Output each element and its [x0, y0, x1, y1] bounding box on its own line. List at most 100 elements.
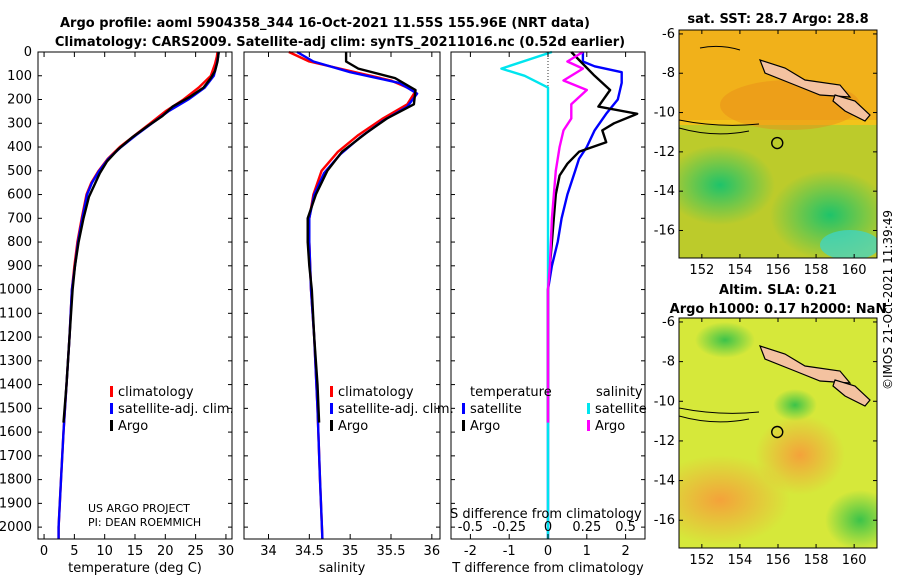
- legend-header-temperature: temperature: [470, 385, 552, 400]
- x-tick-label: 25: [187, 544, 204, 559]
- sla-map: [679, 318, 877, 548]
- sla-land: [758, 345, 852, 384]
- map-y-tick-label: -8: [662, 66, 675, 81]
- sla-map-title: Altim. SLA: 0.21: [719, 283, 837, 298]
- y-tick-label: 800: [7, 235, 32, 250]
- x-tick-label: -2: [464, 544, 477, 559]
- series-line-s-satellite: [500, 50, 553, 539]
- s-tick-label: 0.5: [615, 520, 636, 535]
- map-y-tick-label: -6: [662, 27, 675, 42]
- y-tick-label: 700: [7, 211, 32, 226]
- map-y-tick-label: -8: [662, 355, 675, 370]
- salinity-legend: climatology satellite-adj. clim. Argo: [330, 385, 454, 434]
- series-line-climatology: [57, 51, 219, 539]
- plot-frame: [243, 51, 441, 540]
- sla-low-patch: [695, 322, 755, 358]
- y-tick-label: 300: [7, 116, 32, 131]
- legend-swatch-satellite: [110, 403, 113, 414]
- salinity-panel: 34 34.5 35 35.5 36 salinity: [243, 50, 441, 576]
- x-tick-label: 5: [70, 544, 78, 559]
- legend-swatch-t-satellite: [462, 403, 465, 414]
- temperature-legend: climatology satellite-adj. clim. Argo: [110, 385, 234, 434]
- y-tick-label: 1500: [0, 401, 32, 416]
- sla-map-axes: 152 154 156 158 160 -6 -8 -10 -12 -14 -16: [654, 315, 878, 568]
- y-tick-label: 400: [7, 140, 32, 155]
- s-tick-label: 0: [544, 520, 552, 535]
- x-tick-label: 15: [127, 544, 144, 559]
- y-tick-label: 1900: [0, 496, 32, 511]
- map-y-tick-label: -6: [662, 315, 675, 330]
- y-tick-label: 1000: [0, 283, 32, 298]
- map-y-tick-label: -14: [654, 474, 675, 489]
- x-tick-label: 35.5: [377, 544, 406, 559]
- sst-cool-patch: [679, 145, 775, 225]
- series-line-argo: [62, 51, 220, 423]
- legend-label-satellite: satellite-adj. clim.: [338, 402, 454, 417]
- x-axis-label: T difference from climatology: [451, 561, 644, 576]
- x-tick-label: 0: [544, 544, 552, 559]
- x-tick-label: 34: [260, 544, 277, 559]
- footer-credit: ©IMOS 21-Oct-2021 11:39:49: [881, 210, 895, 390]
- sst-contour: [679, 45, 760, 135]
- legend-swatch-s-argo: [587, 420, 590, 431]
- y-tick-label: 0: [24, 45, 32, 60]
- map-x-tick-label: 158: [804, 553, 829, 568]
- y-tick-label: 1600: [0, 425, 32, 440]
- sst-cold-patch: [820, 230, 877, 258]
- y-tick-label: 200: [7, 93, 32, 108]
- map-y-tick-label: -10: [654, 106, 675, 121]
- x-axis-label: salinity: [319, 561, 366, 576]
- map-y-tick-label: -16: [654, 513, 675, 528]
- map-x-tick-label: 152: [689, 553, 714, 568]
- legend-label-s-satellite: satellite: [595, 402, 647, 417]
- map-x-tick-label: 156: [766, 553, 791, 568]
- sla-contour: [679, 407, 760, 423]
- y-tick-label: 500: [7, 164, 32, 179]
- y-tick-label: 100: [7, 69, 32, 84]
- map-x-tick-label: 156: [766, 263, 791, 278]
- x-tick-label: 10: [96, 544, 113, 559]
- figure-title: Argo profile: aoml 5904358_344 16-Oct-20…: [60, 16, 590, 31]
- y-tick-label: 1700: [0, 449, 32, 464]
- sla-low-patch: [773, 389, 817, 421]
- legend-label-t-satellite: satellite: [470, 402, 522, 417]
- y-tick-label: 1800: [0, 473, 32, 488]
- y-tick-label: 1200: [0, 330, 32, 345]
- sst-land: [832, 94, 871, 122]
- s-axis-label: S difference from climatology: [450, 507, 642, 522]
- map-y-tick-label: -12: [654, 145, 675, 160]
- series-line-argo: [306, 52, 417, 423]
- x-axis-label: temperature (deg C): [68, 561, 202, 576]
- legend-swatch-satellite: [330, 403, 333, 414]
- x-tick-label: 35: [342, 544, 359, 559]
- legend-header-salinity: salinity: [596, 385, 643, 400]
- legend-swatch-argo: [330, 420, 333, 431]
- profile-location-marker: [771, 136, 784, 150]
- series-line-satellite-adj-clim: [57, 51, 220, 539]
- s-tick-label: 0.25: [572, 520, 601, 535]
- y-tick-label: 900: [7, 259, 32, 274]
- sst-land: [758, 59, 852, 98]
- x-tick-label: 34.5: [295, 544, 324, 559]
- plot-frame: [37, 51, 233, 540]
- difference-panel: -2 -1 0 1 2 T difference from climatology -0.5…: [450, 50, 646, 576]
- legend-label-climatology: climatology: [118, 385, 194, 400]
- credit-pi: PI: DEAN ROEMMICH: [88, 516, 201, 529]
- legend-label-t-argo: Argo: [470, 419, 500, 434]
- map-x-tick-label: 152: [689, 263, 714, 278]
- x-tick-label: 36: [424, 544, 441, 559]
- difference-legend: temperature salinity satellite Argo sate…: [462, 385, 647, 434]
- legend-label-climatology: climatology: [338, 385, 414, 400]
- sla-land: [832, 379, 871, 407]
- y-tick-label: 600: [7, 188, 32, 203]
- legend-swatch-s-satellite: [587, 403, 590, 414]
- y-tick-label: 1400: [0, 378, 32, 393]
- figure-subtitle: Climatology: CARS2009. Satellite-adj cli…: [55, 35, 625, 50]
- map-y-tick-label: -16: [654, 223, 675, 238]
- sst-map-axes: 152 154 156 158 160 -6 -8 -10 -12 -14 -16: [654, 27, 878, 278]
- series-line-t-satellite: [546, 52, 623, 539]
- sla-map-subtitle: Argo h1000: 0.17 h2000: NaN: [670, 302, 887, 317]
- sla-low-patch: [825, 490, 877, 548]
- profile-location-marker: [771, 425, 784, 439]
